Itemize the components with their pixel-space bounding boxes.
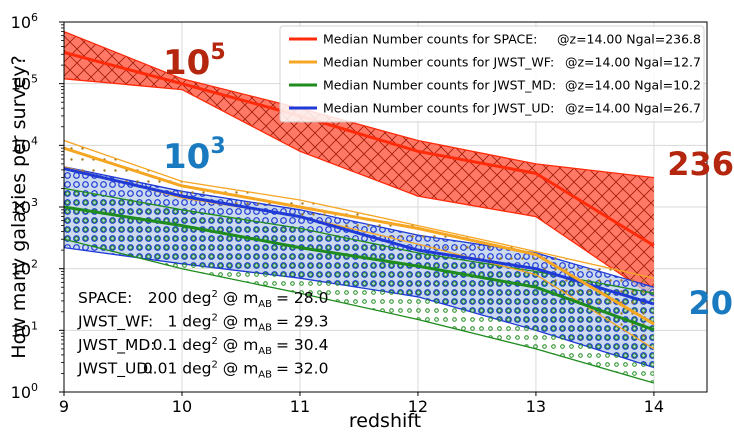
y-tick-label: 101 [11,319,38,340]
annotations: 105 103 236 20 [163,40,734,322]
survey-mag: = 32.0 [276,360,328,378]
x-tick-label: 11 [290,397,310,416]
space-band-upper-edge [64,30,654,179]
x-tick-label: 10 [172,397,192,416]
survey-area: 1 deg2 @ mAB [167,313,272,334]
jwst-md-median-line [64,205,655,332]
survey-name: SPACE: [78,289,132,307]
legend-label: Median Number counts for SPACE: [323,32,537,47]
x-axis-title: redshift [349,410,421,432]
jwst-wf-band-upper-edge [64,139,655,279]
survey-area: 0.1 deg2 @ mAB [153,336,272,357]
legend-label: Median Number counts for JWST_UD: [323,101,554,116]
y-axis-ticks: 100 101 102 103 104 105 106 [11,11,64,402]
space-band-lower-edge [64,78,655,298]
legend: Median Number counts for SPACE: @z=14.00 … [279,25,705,123]
annotation-10-5: 105 [163,40,226,83]
jwst-wf-median-line [64,146,655,326]
y-tick-label: 100 [11,381,38,402]
jwst-ud-median-line [64,167,655,306]
legend-stat: @z=14.00 Ngal=10.2 [565,78,701,93]
annotation-20: 20 [688,284,733,322]
survey-area: 200 deg2 @ mAB [148,289,272,310]
legend-box [279,25,705,123]
y-tick-label: 103 [11,196,38,217]
survey-mag: = 30.4 [276,336,328,354]
y-tick-label: 104 [11,134,38,155]
space-median-line [64,51,655,247]
annotation-236: 236 [667,145,734,183]
survey-specs: SPACE: 200 deg2 @ mAB = 28.0 JWST_WF: 1 deg2… [77,289,328,381]
space-band-hatch [64,31,654,297]
legend-label: Median Number counts for JWST_MD: [323,78,556,93]
legend-stat: @z=14.00 Ngal=12.7 [565,55,701,70]
legend-stat: @z=14.00 Ngal=26.7 [565,101,701,116]
y-tick-label: 102 [11,258,38,279]
jwst-md-band-hatch [64,188,654,383]
annotation-10-3: 103 [163,134,226,177]
legend-stat: @z=14.00 Ngal=236.8 [557,32,701,47]
survey-name: JWST_UD: [77,360,153,379]
x-tick-label: 9 [59,397,69,416]
survey-mag: = 28.0 [276,289,328,307]
x-tick-label: 13 [526,397,546,416]
x-tick-label: 12 [408,397,428,416]
survey-area: 0.01 deg2 @ mAB [143,360,272,381]
survey-name: JWST_WF: [77,313,153,332]
survey-mag: = 29.3 [276,313,328,331]
y-tick-label: 105 [11,73,38,94]
y-tick-label: 106 [11,11,38,32]
x-axis-ticks: 9 10 11 12 13 14 [59,392,664,416]
median-lines [64,51,655,332]
legend-label: Median Number counts for JWST_WF: [323,55,554,70]
y-axis-title: How many galaxies per survey? [8,55,30,358]
survey-name: JWST_MD: [77,336,156,355]
jwst-md-band-lower-edge [64,238,655,384]
x-tick-label: 14 [644,397,664,416]
